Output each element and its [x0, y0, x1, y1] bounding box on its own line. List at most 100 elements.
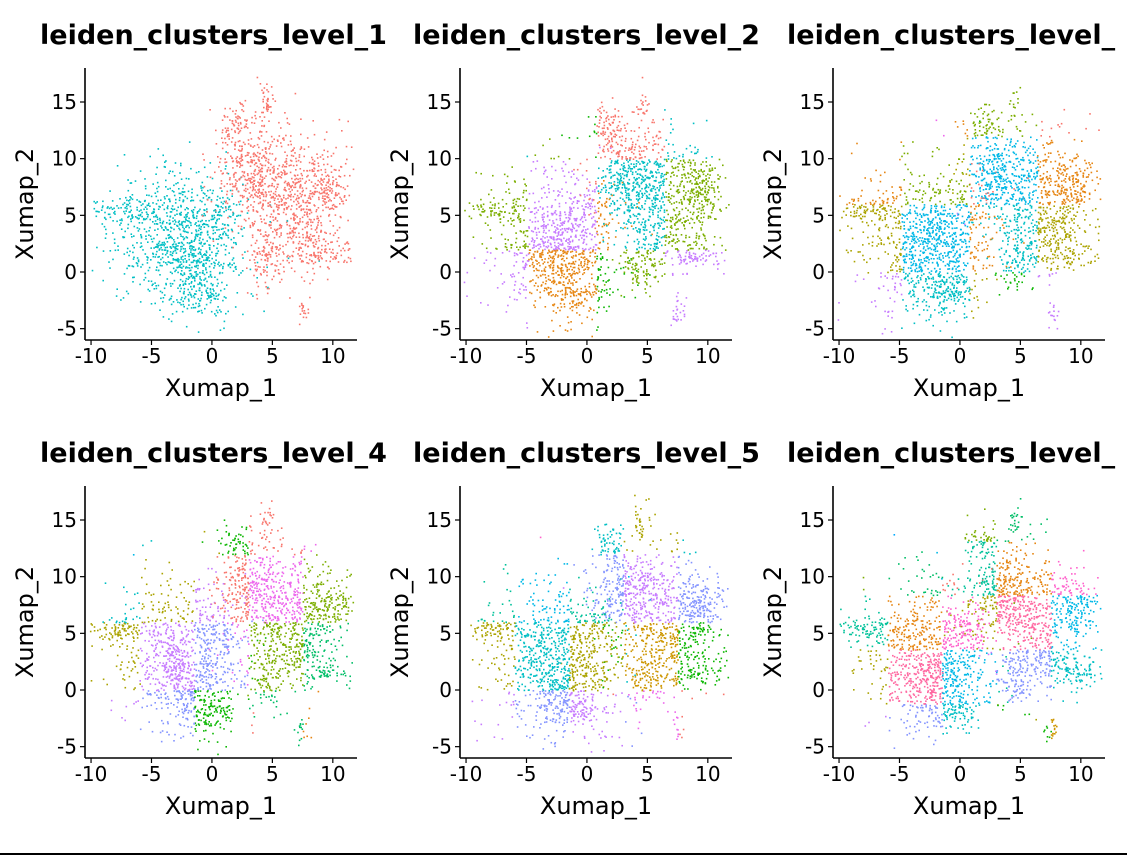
data-point [241, 109, 243, 111]
data-point [277, 168, 279, 170]
data-point [607, 148, 609, 150]
data-point [290, 164, 292, 166]
data-point [209, 270, 212, 273]
data-point [579, 219, 582, 221]
data-point [228, 198, 231, 201]
data-point [598, 185, 600, 187]
data-point [321, 192, 323, 195]
data-point [140, 234, 142, 236]
data-point [321, 173, 323, 176]
data-point [280, 127, 282, 129]
data-point [672, 184, 675, 187]
data-point [306, 231, 309, 234]
data-point [238, 161, 241, 164]
data-point [146, 216, 149, 218]
data-point [658, 171, 660, 174]
data-point [588, 291, 590, 293]
data-point [259, 116, 261, 118]
data-point [183, 287, 186, 290]
data-point [203, 259, 205, 262]
data-point [572, 261, 575, 263]
data-point [217, 156, 219, 158]
data-point [102, 205, 104, 207]
data-point [159, 309, 161, 311]
data-point [189, 242, 191, 244]
data-point [574, 219, 576, 222]
y-axis-label: Xumap_2 [11, 148, 39, 260]
data-point [184, 282, 186, 285]
data-point [304, 182, 306, 184]
data-point [139, 246, 142, 248]
data-point [215, 252, 217, 255]
data-point [542, 262, 544, 265]
data-point [585, 203, 587, 205]
data-point [171, 254, 174, 257]
data-point [558, 202, 561, 205]
data-point [629, 216, 632, 218]
data-point [224, 127, 227, 129]
data-point [645, 236, 647, 238]
data-point [572, 300, 575, 302]
data-point [652, 119, 654, 121]
data-point [191, 277, 194, 279]
data-point [584, 196, 586, 198]
data-point [347, 219, 349, 222]
data-point [551, 178, 553, 180]
data-point [249, 226, 252, 229]
data-point [265, 234, 268, 237]
data-point [237, 128, 240, 130]
data-point [586, 194, 588, 197]
data-point [308, 161, 311, 164]
data-point [159, 274, 161, 276]
data-point [133, 256, 135, 259]
data-point [182, 226, 184, 229]
data-point [684, 174, 686, 177]
data-point [147, 241, 149, 243]
data-point [531, 258, 533, 261]
data-point [529, 291, 531, 294]
data-point [652, 149, 654, 151]
data-point [652, 136, 654, 139]
data-point [173, 279, 176, 282]
data-point [526, 198, 528, 201]
data-point [518, 213, 520, 215]
data-point [588, 282, 591, 285]
data-point [249, 195, 252, 198]
data-point [660, 222, 663, 224]
data-point [608, 198, 611, 201]
data-point [604, 175, 607, 177]
data-point [210, 200, 213, 203]
data-point [237, 132, 240, 135]
data-point [640, 119, 643, 122]
data-point [505, 191, 507, 193]
data-point [222, 202, 224, 205]
data-point [632, 257, 634, 260]
data-point [566, 270, 568, 272]
data-point [689, 196, 691, 198]
data-point [190, 249, 192, 251]
data-point [183, 252, 185, 254]
data-point [583, 209, 586, 211]
data-point [322, 158, 325, 160]
data-point [284, 172, 286, 174]
data-point [660, 205, 662, 207]
data-point [132, 244, 134, 247]
data-point [200, 228, 202, 231]
data-point [266, 169, 269, 171]
data-point [250, 204, 252, 206]
data-point [533, 304, 535, 307]
data-point [310, 254, 312, 256]
data-point [636, 203, 638, 205]
data-point [628, 178, 631, 181]
data-point [535, 282, 537, 284]
data-point [571, 230, 573, 233]
data-point [181, 193, 184, 196]
data-point [277, 140, 279, 142]
data-point [217, 298, 219, 300]
data-point [259, 83, 262, 85]
data-point [661, 196, 663, 199]
data-point [326, 192, 328, 194]
data-point [127, 189, 130, 192]
data-point [603, 109, 605, 112]
data-point [250, 160, 252, 163]
